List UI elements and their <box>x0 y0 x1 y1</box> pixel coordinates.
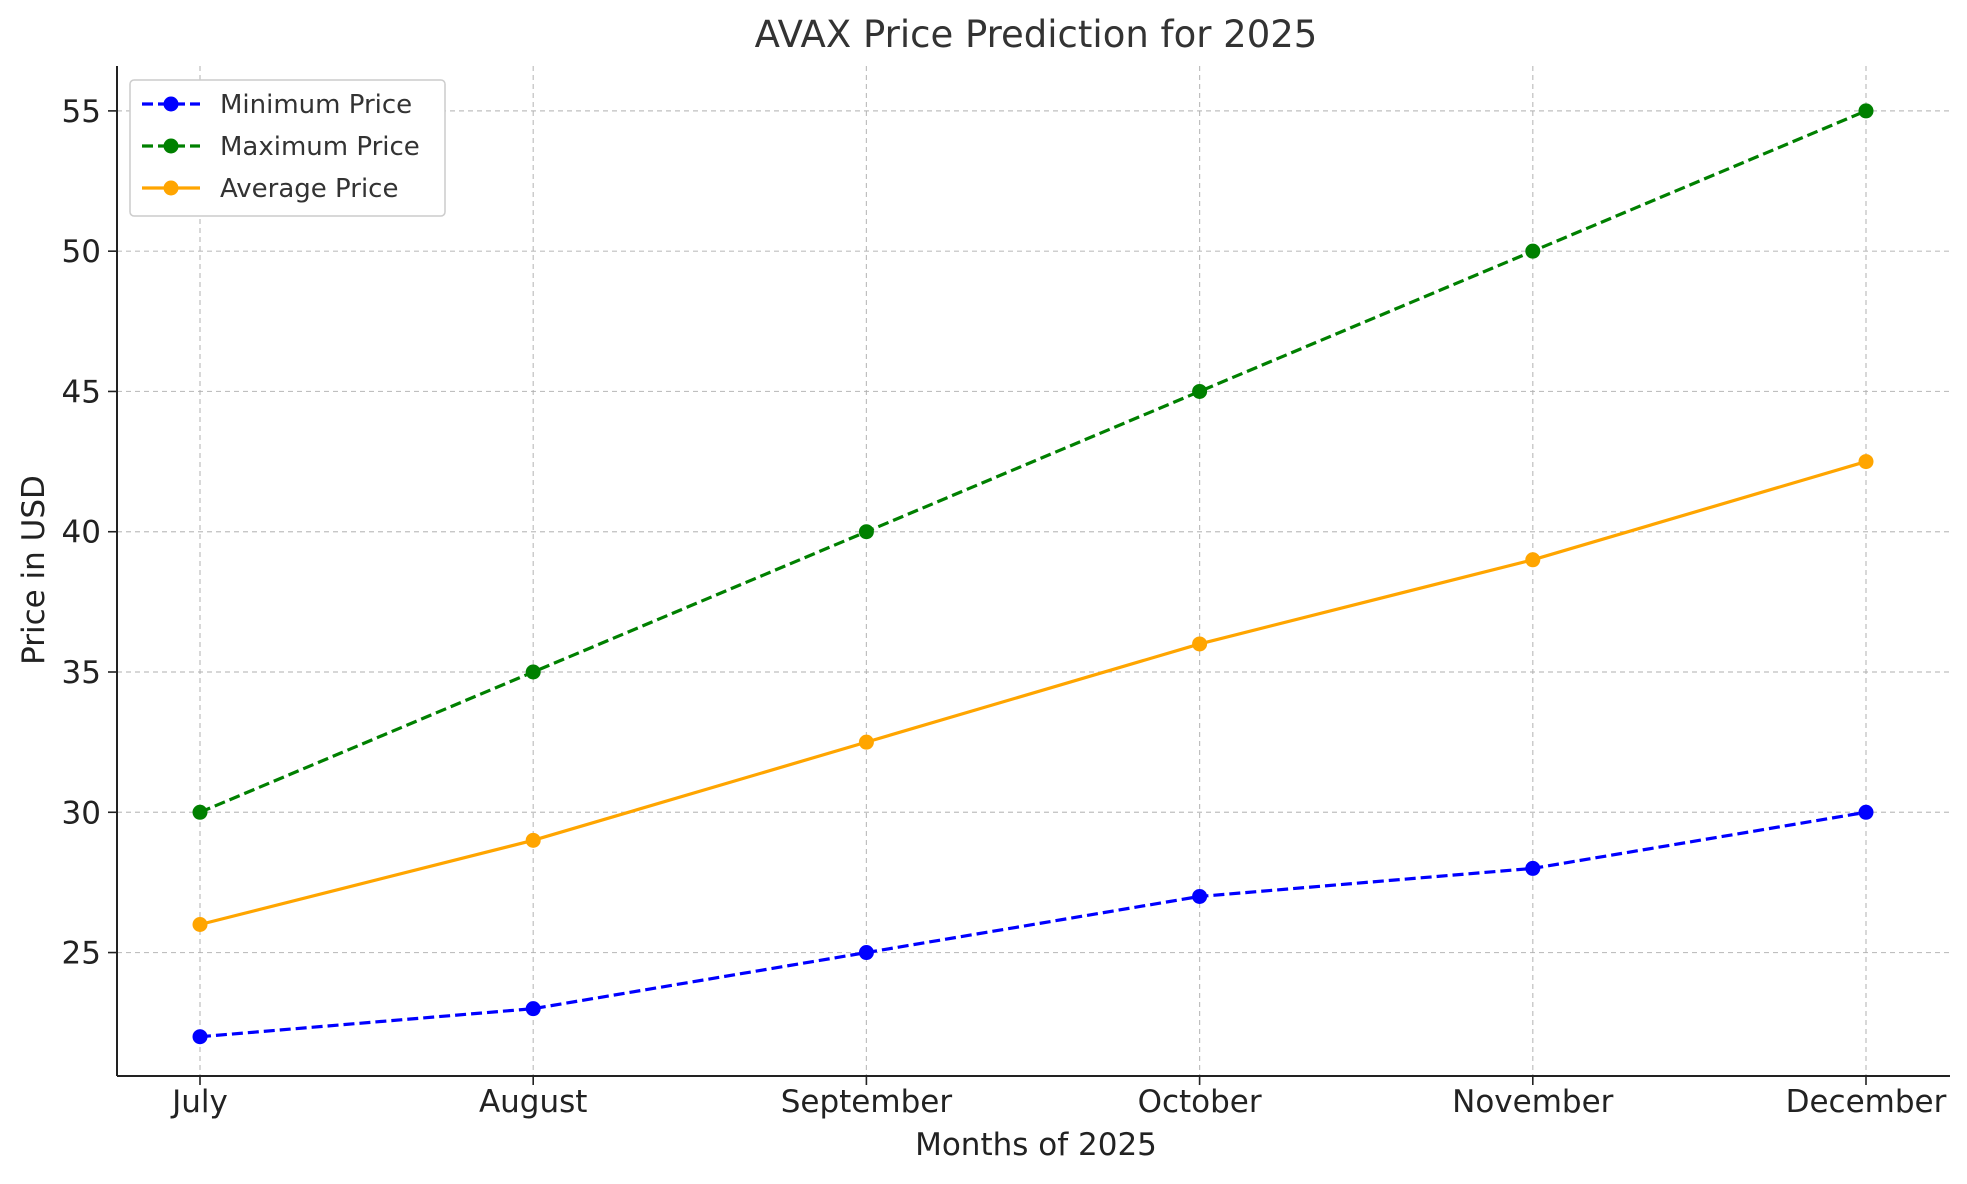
data-point-average-price <box>525 832 541 848</box>
y-tick-label: 25 <box>62 936 101 972</box>
y-tick-label: 35 <box>62 655 101 691</box>
x-tick-label: November <box>1452 1084 1614 1120</box>
y-tick-label: 30 <box>62 795 101 831</box>
data-point-maximum-price <box>1858 103 1874 119</box>
data-point-average-price <box>858 734 874 750</box>
y-tick-label: 45 <box>62 374 101 410</box>
legend: Minimum Price Maximum Price Average Price <box>129 79 446 217</box>
legend-item-maximum-price: Maximum Price <box>142 132 420 162</box>
series-minimum-price <box>192 804 1874 1045</box>
x-tick-label: August <box>479 1084 588 1120</box>
tick-labels: July August September October November Decemb… <box>62 94 1947 1120</box>
axes <box>108 66 1950 1085</box>
data-point-average-price <box>1525 552 1541 568</box>
data-point-maximum-price <box>192 804 208 820</box>
data-point-minimum-price <box>1192 888 1208 904</box>
data-point-maximum-price <box>858 524 874 540</box>
x-tick-label: September <box>781 1084 953 1120</box>
x-tick-label: July <box>170 1084 228 1120</box>
data-point-maximum-price <box>525 664 541 680</box>
legend-box <box>129 79 446 217</box>
legend-label-average-price: Average Price <box>220 174 398 204</box>
legend-label-minimum-price: Minimum Price <box>220 90 412 120</box>
series-line-minimum-price <box>199 810 1867 1039</box>
series-maximum-price <box>192 103 1874 820</box>
series-line-maximum-price <box>199 109 1867 814</box>
legend-marker-average-price <box>163 180 179 196</box>
series-line-average-price <box>199 460 1867 927</box>
data-point-average-price <box>1192 636 1208 652</box>
legend-label-maximum-price: Maximum Price <box>220 132 420 162</box>
grid-lines <box>117 66 1950 1076</box>
data-point-minimum-price <box>1858 804 1874 820</box>
legend-marker-minimum-price <box>163 96 179 112</box>
legend-marker-maximum-price <box>163 138 179 154</box>
legend-item-minimum-price: Minimum Price <box>142 90 412 120</box>
legend-entries: Minimum Price Maximum Price Average Price <box>142 90 420 204</box>
data-series <box>192 103 1874 1045</box>
x-tick-label: December <box>1786 1084 1947 1120</box>
series-average-price <box>192 454 1874 932</box>
data-point-maximum-price <box>1525 243 1541 259</box>
y-axis-label: Price in USD <box>16 475 52 665</box>
legend-item-average-price: Average Price <box>142 174 398 204</box>
data-point-average-price <box>192 917 208 932</box>
y-tick-label: 55 <box>62 94 101 130</box>
data-point-average-price <box>1858 454 1874 470</box>
y-tick-label: 50 <box>62 234 101 270</box>
data-point-minimum-price <box>525 1001 541 1017</box>
data-point-minimum-price <box>858 945 874 961</box>
y-tick-label: 40 <box>62 515 101 551</box>
data-point-minimum-price <box>1525 860 1541 876</box>
chart-title: AVAX Price Prediction for 2025 <box>755 13 1318 56</box>
x-tick-label: October <box>1138 1084 1262 1120</box>
data-point-minimum-price <box>192 1029 208 1045</box>
x-axis-label: Months of 2025 <box>915 1127 1157 1163</box>
data-point-maximum-price <box>1192 383 1208 399</box>
